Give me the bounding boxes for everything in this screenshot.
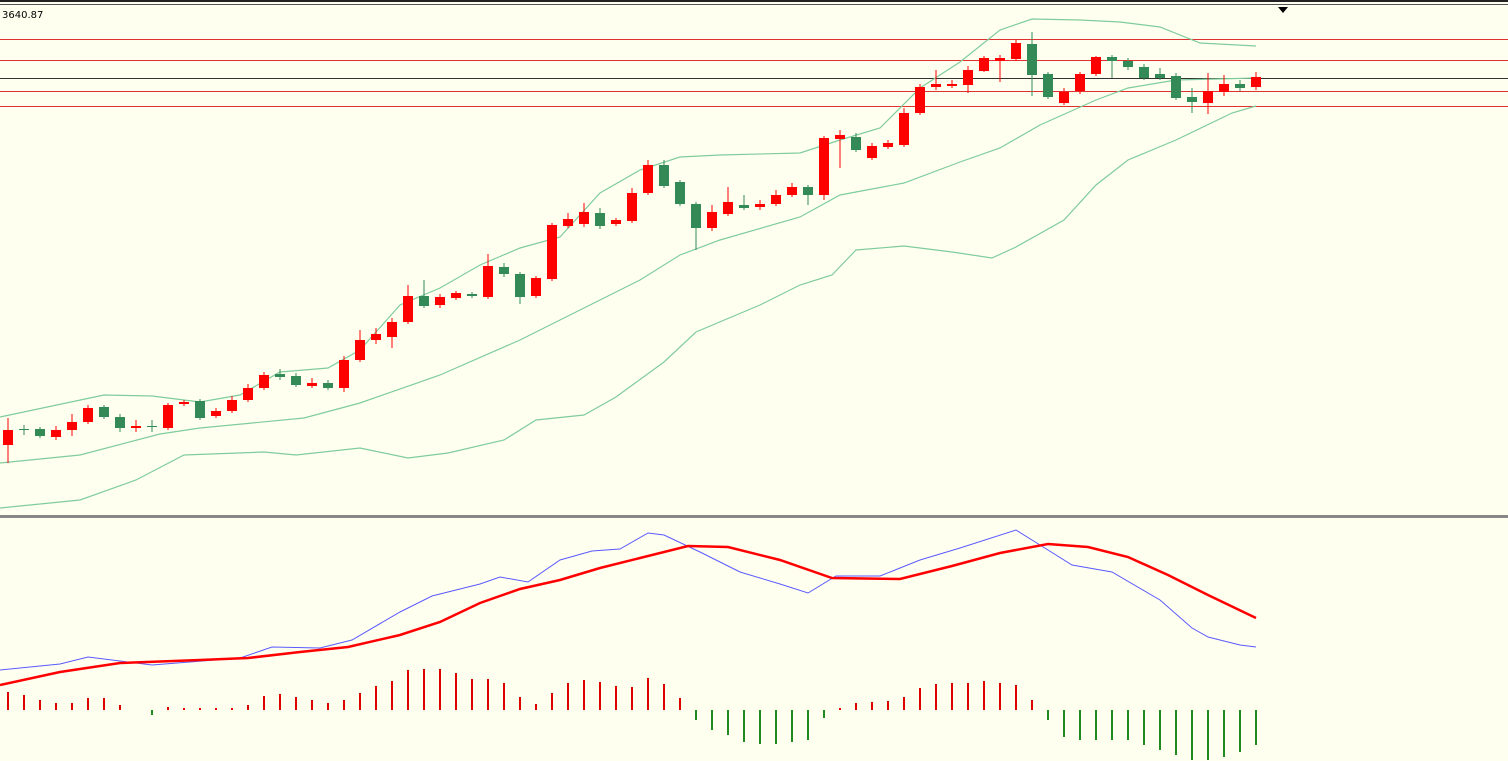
- candle-body: [563, 219, 573, 226]
- candle-body: [691, 204, 701, 228]
- candle-body: [195, 401, 205, 418]
- candle-body: [1075, 74, 1085, 91]
- candle-body: [291, 376, 301, 385]
- shift-marker: [1278, 7, 1288, 13]
- candle-body: [163, 405, 173, 428]
- candle-body: [979, 58, 989, 71]
- candle-body: [1219, 84, 1229, 92]
- candle-body: [995, 58, 1005, 61]
- price-panel: [0, 18, 1508, 509]
- candle-body: [339, 360, 349, 388]
- candle-body: [531, 278, 541, 296]
- candle-body: [3, 430, 13, 445]
- candle-body: [227, 400, 237, 411]
- price-label: 3640.87: [2, 10, 43, 21]
- candle-body: [707, 212, 717, 228]
- candle-body: [867, 146, 877, 158]
- candle-body: [323, 383, 333, 388]
- candle-body: [899, 113, 909, 145]
- candle-body: [19, 429, 29, 430]
- candle-body: [307, 383, 317, 386]
- candle-body: [595, 213, 605, 226]
- candle-body: [1155, 74, 1165, 78]
- candle-body: [1043, 74, 1053, 97]
- candle-body: [243, 388, 253, 400]
- candle-body: [259, 375, 269, 388]
- candle-body: [1011, 43, 1021, 59]
- candle-body: [451, 293, 461, 298]
- candle-body: [1171, 76, 1181, 98]
- candle-body: [115, 417, 125, 428]
- candle-body: [179, 402, 189, 404]
- candle-body: [51, 430, 61, 437]
- candle-body: [147, 426, 157, 427]
- candle-body: [675, 182, 685, 204]
- candle-body: [611, 220, 621, 224]
- candle-body: [819, 138, 829, 195]
- candle-body: [1027, 44, 1037, 75]
- candle-body: [739, 205, 749, 208]
- candle-body: [1059, 92, 1069, 103]
- candle-body: [131, 426, 141, 428]
- macd-panel: [0, 529, 1257, 760]
- candle-body: [1091, 57, 1101, 74]
- candle-body: [787, 187, 797, 195]
- candle-body: [499, 267, 509, 274]
- candle-body: [1251, 77, 1261, 87]
- candle-body: [435, 297, 445, 305]
- candle-body: [851, 137, 861, 150]
- candle-body: [1203, 91, 1213, 103]
- candle-body: [915, 87, 925, 113]
- candle-body: [211, 411, 221, 416]
- candle-body: [659, 165, 669, 186]
- candle-body: [803, 187, 813, 195]
- indicator-line: [0, 529, 1257, 671]
- candle-body: [835, 135, 845, 139]
- candle-body: [67, 422, 77, 430]
- candle-body: [723, 202, 733, 214]
- candle-body: [931, 84, 941, 87]
- candle-body: [1107, 57, 1117, 61]
- candle-body: [83, 408, 93, 422]
- indicator-line: [0, 105, 1257, 509]
- candle-body: [1139, 67, 1149, 78]
- candle-body: [403, 296, 413, 322]
- candle-body: [467, 294, 477, 296]
- candle-body: [1123, 61, 1133, 67]
- candle-body: [35, 429, 45, 436]
- candle-body: [947, 84, 957, 86]
- candle-body: [547, 225, 557, 279]
- candle-body: [371, 334, 381, 340]
- candle-body: [755, 204, 765, 207]
- candle-body: [963, 70, 973, 85]
- candle-body: [643, 165, 653, 193]
- candle-body: [483, 266, 493, 297]
- candle-body: [99, 407, 109, 417]
- candle-body: [1235, 84, 1245, 88]
- indicator-line: [0, 77, 1257, 464]
- candle-body: [387, 322, 397, 337]
- candle-body: [627, 193, 637, 221]
- candle-body: [275, 374, 285, 377]
- candle-body: [515, 274, 525, 297]
- candle-body: [419, 296, 429, 306]
- candle-body: [883, 143, 893, 147]
- candle-body: [579, 212, 589, 224]
- indicator-line: [0, 542, 1257, 687]
- candle-body: [771, 195, 781, 204]
- candle-body: [355, 340, 365, 360]
- candle-body: [1187, 97, 1197, 102]
